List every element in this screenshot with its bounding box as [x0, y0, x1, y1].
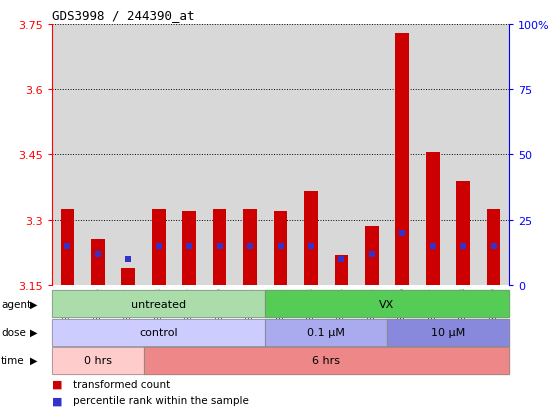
Bar: [456, 181, 470, 285]
Point: [63, 243, 72, 249]
Point: [124, 256, 133, 263]
Bar: [60, 209, 74, 285]
Point: [367, 251, 376, 257]
Text: ▶: ▶: [30, 299, 38, 309]
Text: percentile rank within the sample: percentile rank within the sample: [73, 396, 249, 406]
Point: [398, 230, 406, 237]
Text: ■: ■: [52, 396, 63, 406]
Text: untreated: untreated: [131, 299, 186, 309]
Point: [428, 243, 437, 249]
Point: [306, 243, 315, 249]
Bar: [91, 240, 104, 285]
Point: [215, 243, 224, 249]
Point: [155, 243, 163, 249]
Point: [489, 243, 498, 249]
Point: [185, 243, 194, 249]
Text: agent: agent: [1, 299, 31, 309]
Text: ■: ■: [52, 379, 63, 389]
Text: control: control: [140, 327, 178, 337]
Point: [337, 256, 346, 263]
Text: 6 hrs: 6 hrs: [312, 355, 340, 366]
Text: ▶: ▶: [30, 327, 38, 337]
Point: [276, 243, 285, 249]
Bar: [395, 33, 409, 285]
Text: time: time: [1, 355, 25, 366]
Bar: [152, 209, 166, 285]
Text: transformed count: transformed count: [73, 379, 170, 389]
Bar: [213, 209, 227, 285]
Text: ▶: ▶: [30, 355, 38, 366]
Bar: [274, 211, 287, 285]
Bar: [243, 209, 257, 285]
Point: [246, 243, 255, 249]
Bar: [487, 209, 500, 285]
Bar: [122, 268, 135, 285]
Bar: [365, 227, 378, 285]
Text: 0.1 μM: 0.1 μM: [307, 327, 345, 337]
Bar: [426, 153, 439, 285]
Text: 10 μM: 10 μM: [431, 327, 465, 337]
Text: 0 hrs: 0 hrs: [84, 355, 112, 366]
Bar: [334, 255, 348, 285]
Text: dose: dose: [1, 327, 26, 337]
Bar: [183, 211, 196, 285]
Text: GDS3998 / 244390_at: GDS3998 / 244390_at: [52, 9, 195, 22]
Point: [94, 251, 102, 257]
Point: [459, 243, 468, 249]
Text: VX: VX: [379, 299, 395, 309]
Bar: [304, 192, 318, 285]
